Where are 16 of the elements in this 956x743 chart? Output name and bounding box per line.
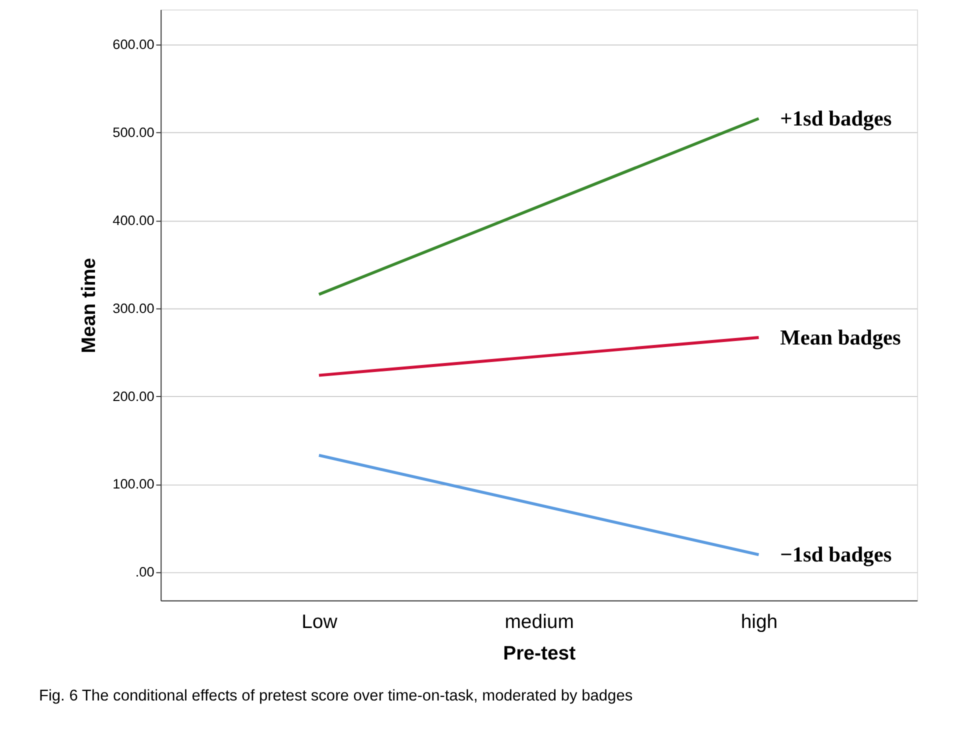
y-tick-label: 500.00	[112, 124, 155, 140]
y-tick-label: 300.00	[112, 300, 155, 316]
series-label: +1sd badges	[780, 106, 892, 130]
x-tick-label: high	[740, 611, 778, 634]
y-tick-label: .00	[135, 564, 155, 580]
y-tick-label: 200.00	[112, 388, 155, 404]
y-tick-label: 400.00	[112, 212, 155, 228]
series-label: −1sd badges	[780, 542, 892, 567]
caption: Fig. 6 The conditional effects of pretest score over time-on-task, moderated by badges	[38, 688, 633, 705]
x-tick-label: Low	[302, 611, 338, 634]
y-tick-label: 100.00	[112, 476, 155, 492]
y-tick-label: 600.00	[112, 37, 155, 52]
x-tick-label: medium	[504, 611, 574, 634]
x-axis-title: Pre-test	[503, 642, 576, 664]
y-axis-title: Mean time	[78, 258, 100, 354]
series-label: Mean badges	[780, 325, 901, 350]
